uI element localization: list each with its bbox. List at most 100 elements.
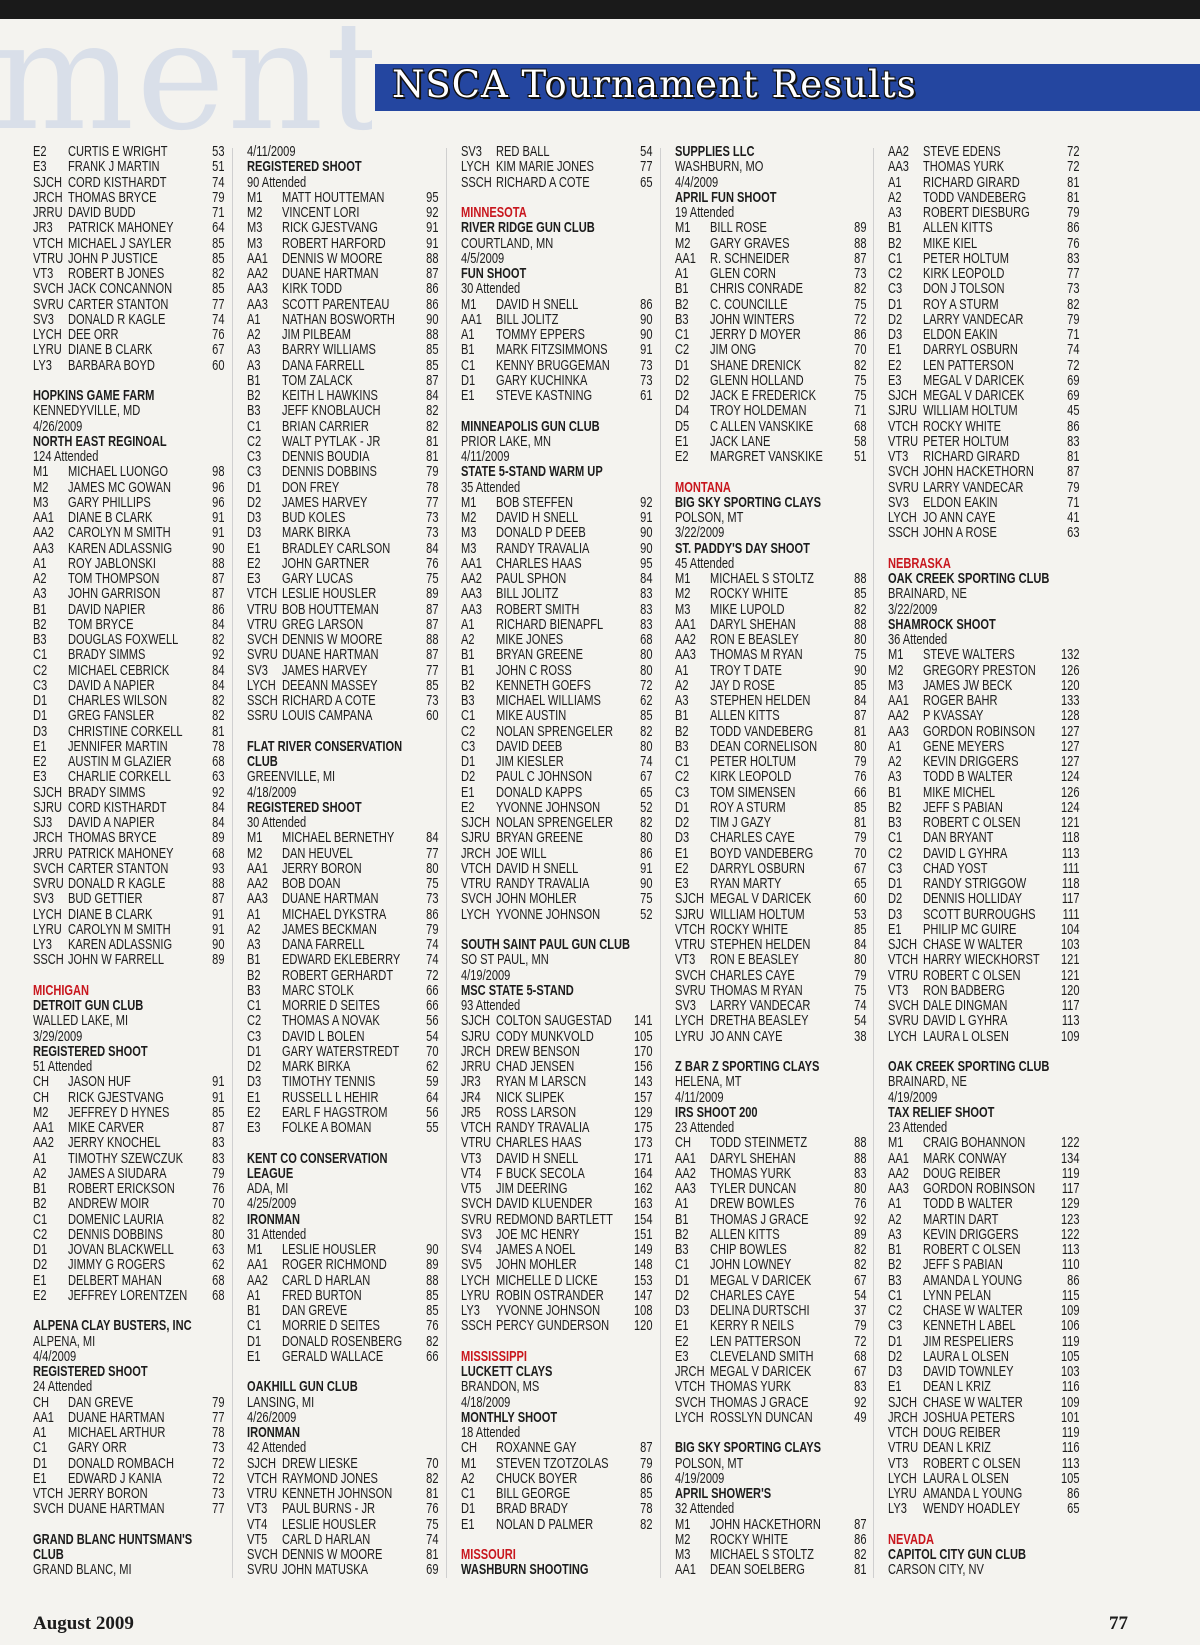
shooter-class: VTCH: [888, 952, 919, 969]
shooter-score: 74: [854, 998, 867, 1014]
result-row: SVRU CARTER STANTON 77: [33, 297, 225, 313]
shooter-class: C2: [675, 342, 690, 359]
column-divider: [446, 148, 447, 1578]
result-row: M1 STEVEN TZOTZOLAS 79: [461, 1456, 653, 1472]
club-name: Z BAR Z SPORTING CLAYS: [675, 1059, 820, 1075]
result-row: M2 GREGORY PRESTON 126: [888, 663, 1080, 679]
result-row: AA1 BILL JOLITZ 90: [461, 312, 653, 328]
result-row: JRRU CHAD JENSEN 156: [461, 1059, 653, 1075]
shooter-name: CLEVELAND SMITH: [709, 1348, 814, 1365]
shooter-name: GLEN CORN: [709, 266, 776, 282]
result-row: LYRU CAROLYN M SMITH 91: [33, 922, 225, 938]
shooter-name: MARC STOLK: [281, 982, 354, 999]
result-row: LYCH DRETHA BEASLEY 54: [675, 1013, 867, 1029]
result-row: B2 ROBERT GERHARDT 72: [247, 968, 439, 984]
shooter-score: 109: [1061, 1394, 1080, 1411]
shooter-class: VTCH: [888, 418, 919, 435]
shooter-class: C2: [888, 1303, 903, 1319]
result-row: C1 BRADY SIMMS 92: [33, 647, 225, 663]
result-row: B3 CHIP BOWLES 82: [675, 1242, 867, 1258]
result-row: SJCH NOLAN SPRENGELER 82: [461, 815, 653, 831]
shooter-name: TOM ZALACK: [281, 372, 353, 389]
shooter-score: 81: [426, 1486, 439, 1502]
column-divider: [873, 148, 874, 1578]
result-row: SVRU REDMOND BARTLETT 154: [461, 1212, 653, 1228]
shooter-score: 82: [854, 281, 867, 298]
shooter-class: JRCH: [33, 830, 63, 847]
shooter-name: DAVID BUDD: [67, 205, 136, 221]
result-row: A2 TODD VANDEBERG 81: [888, 190, 1080, 206]
shooter-name: DUANE HARTMAN: [281, 647, 379, 664]
shooter-name: CHRISTINE CORKELL: [67, 723, 183, 740]
shooter-class: VTCH: [33, 235, 64, 252]
shooter-score: 79: [212, 1394, 225, 1411]
shooter-name: THOMAS M RYAN: [709, 982, 803, 999]
shooter-score: 164: [634, 1165, 653, 1182]
shooter-class: VT3: [461, 1150, 482, 1167]
shooter-name: MIKE LUPOLD: [709, 601, 785, 618]
shooter-name: GREG FANSLER: [67, 708, 155, 725]
shooter-name: JOHN P JUSTICE: [67, 250, 158, 267]
shooter-name: DIANE B CLARK: [67, 510, 153, 526]
result-row: SJCH COLTON SAUGESTAD 141: [461, 1013, 653, 1030]
shooter-class: M1: [675, 1516, 691, 1533]
shooter-score: 124: [1061, 769, 1080, 786]
shooter-name: DENNIS W MOORE: [281, 632, 383, 648]
shooter-class: C2: [33, 662, 48, 679]
result-row: SV3 JOE MC HENRY 151: [461, 1227, 653, 1243]
event-name: IRONMAN: [247, 1425, 300, 1441]
result-row: M2 ROCKY WHITE 86: [675, 1532, 867, 1548]
attendance: 36 Attended: [888, 632, 948, 648]
club-location: HELENA, MT: [675, 1074, 742, 1091]
shooter-name: DENNIS HOLLIDAY: [922, 891, 1022, 908]
shooter-class: M2: [675, 586, 691, 603]
club-name: RIVER RIDGE GUN CLUB: [461, 220, 595, 237]
shooter-name: CARL D HARLAN: [281, 1531, 371, 1548]
club-name: DETROIT GUN CLUB: [33, 998, 144, 1014]
shooter-class: C3: [888, 281, 903, 298]
shooter-name: SHANE DRENICK: [709, 357, 802, 374]
result-row: SV5 JOHN MOHLER 148: [461, 1257, 653, 1273]
shooter-class: A2: [461, 632, 475, 648]
shooter-name: DAVID L GYHRA: [922, 845, 1008, 862]
result-row: VTRU PETER HOLTUM 83: [888, 434, 1080, 450]
shooter-class: B1: [247, 952, 261, 969]
shooter-score: 79: [212, 189, 225, 206]
result-row: AA1 ROGER BAHR 133: [888, 693, 1080, 709]
shooter-name: DEE ORR: [67, 327, 119, 343]
result-row: VTCH LESLIE HOUSLER 89: [247, 586, 439, 602]
shooter-name: JAMES MC GOWAN: [67, 479, 172, 496]
result-row: M1 BILL ROSE 89: [675, 220, 867, 236]
shooter-name: DEAN SOELBERG: [709, 1562, 805, 1579]
shooter-name: ROY A STURM: [709, 799, 786, 816]
shooter-score: 86: [640, 845, 653, 862]
shooter-class: C1: [461, 1486, 476, 1502]
result-row: D2 CHARLES CAYE 54: [675, 1288, 867, 1304]
shooter-name: COLTON SAUGESTAD: [495, 1013, 612, 1030]
shooter-class: C2: [675, 769, 690, 786]
club-name: KENT CO CONSERVATION: [247, 1150, 388, 1167]
shooter-score: 93: [212, 860, 225, 877]
result-row: VTRU KENNETH JOHNSON 81: [247, 1486, 439, 1502]
shooter-name: KAREN ADLASSNIG: [67, 540, 173, 557]
shooter-name: ROBERT ERICKSON: [67, 1181, 175, 1197]
shooter-class: B3: [461, 693, 475, 709]
shooter-name: ALLEN KITTS: [922, 220, 993, 237]
attendance: 31 Attended: [247, 1226, 307, 1243]
shooter-name: LEN PATTERSON: [922, 357, 1014, 374]
shooter-name: CRAIG BOHANNON: [922, 1135, 1026, 1152]
shooter-class: A1: [888, 174, 902, 191]
shooter-class: M1: [247, 1242, 263, 1258]
shooter-name: KENNETH L ABEL: [922, 1318, 1016, 1335]
shooter-score: 129: [1061, 1196, 1080, 1213]
shooter-score: 68: [212, 845, 225, 862]
shooter-score: 121: [1061, 815, 1080, 831]
result-row: LYRU ROBIN OSTRANDER 147: [461, 1288, 653, 1304]
shooter-class: A1: [33, 1425, 47, 1441]
result-row: VT5 JIM DEERING 162: [461, 1181, 653, 1197]
shooter-name: DIANE B CLARK: [67, 342, 153, 359]
shooter-score: 78: [212, 738, 225, 755]
result-row: C1 BRIAN CARRIER 82: [247, 419, 439, 435]
shooter-score: 113: [1061, 845, 1080, 862]
shooter-class: AA1: [675, 250, 696, 267]
